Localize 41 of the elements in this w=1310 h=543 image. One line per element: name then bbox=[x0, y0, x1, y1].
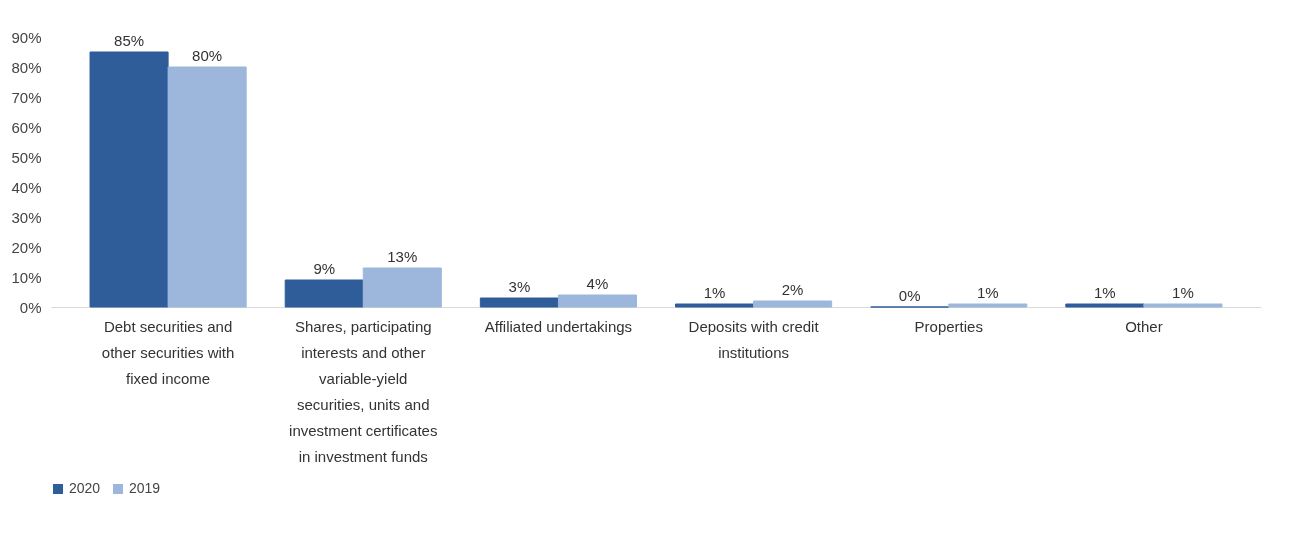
data-label: 1% bbox=[703, 284, 726, 301]
data-label: 1% bbox=[1172, 284, 1194, 301]
y-tick-label: 90% bbox=[11, 28, 42, 46]
y-tick-label: 80% bbox=[11, 58, 42, 76]
bar bbox=[557, 294, 637, 308]
data-label: 9% bbox=[313, 260, 336, 277]
data-label: 2% bbox=[781, 281, 804, 298]
x-tick-label: Deposits with credit institutions bbox=[688, 317, 820, 361]
x-tick-label: Shares, participating interests and other variable-yield securities, units and investment certificates in investment funds bbox=[289, 317, 438, 465]
bar bbox=[1065, 303, 1145, 308]
data-label: 1% bbox=[1094, 284, 1116, 301]
y-tick-label: 40% bbox=[11, 178, 42, 196]
data-label: 3% bbox=[508, 278, 531, 295]
y-tick-label: 20% bbox=[11, 238, 42, 256]
bar bbox=[675, 303, 755, 308]
bar bbox=[753, 300, 833, 308]
data-label: 0% bbox=[898, 287, 921, 304]
bar bbox=[948, 303, 1028, 308]
y-tick-label: 70% bbox=[11, 88, 42, 106]
x-tick-label: Properties bbox=[914, 317, 983, 335]
legend-label: 2020 bbox=[69, 480, 101, 496]
data-label: 1% bbox=[976, 284, 999, 301]
y-tick-label: 0% bbox=[19, 298, 42, 316]
data-label: 13% bbox=[387, 248, 418, 265]
bar bbox=[167, 66, 247, 308]
x-tick-label: Debt securities and other securities with fixed income bbox=[101, 317, 235, 387]
data-label: 85% bbox=[114, 32, 145, 49]
y-tick-label: 50% bbox=[11, 148, 42, 166]
x-tick-label: Affiliated undertakings bbox=[484, 317, 633, 335]
y-tick-label: 10% bbox=[11, 268, 42, 286]
bar bbox=[1143, 303, 1223, 308]
bar bbox=[284, 279, 364, 308]
data-label: 4% bbox=[586, 275, 609, 292]
y-tick-label: 60% bbox=[11, 118, 42, 136]
bar bbox=[362, 267, 442, 308]
x-tick-label: Other bbox=[1125, 317, 1163, 335]
data-label: 80% bbox=[192, 47, 223, 64]
legend-label: 2019 bbox=[129, 480, 161, 496]
bar bbox=[89, 51, 169, 308]
bar bbox=[479, 297, 559, 308]
y-tick-label: 30% bbox=[11, 208, 42, 226]
